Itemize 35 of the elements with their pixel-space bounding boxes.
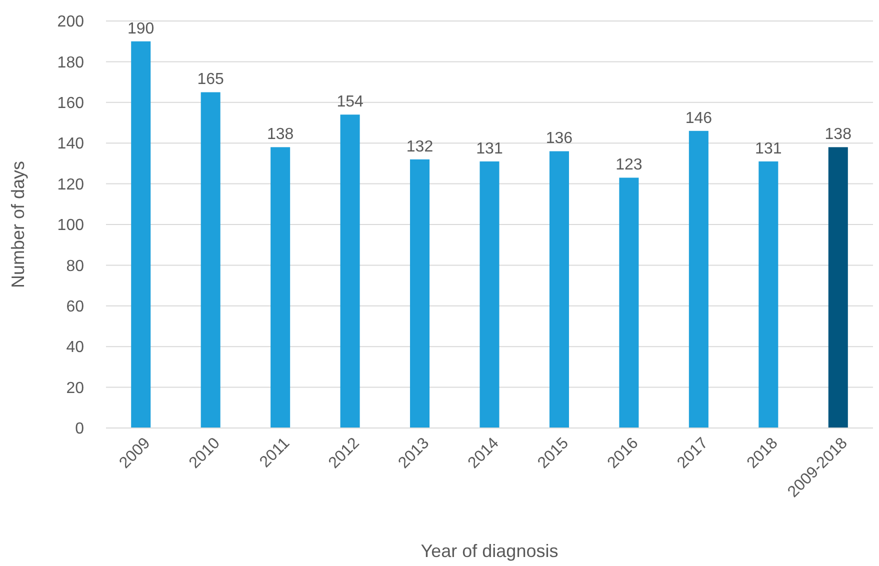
y-tick-label: 120 bbox=[57, 176, 84, 194]
bar bbox=[758, 161, 778, 428]
bar bbox=[340, 114, 360, 428]
y-tick-label: 80 bbox=[66, 258, 84, 275]
bar bbox=[131, 41, 151, 428]
data-label: 123 bbox=[616, 156, 642, 174]
y-tick-label: 0 bbox=[75, 420, 84, 438]
bar bbox=[270, 147, 290, 428]
y-tick-label: 200 bbox=[57, 14, 84, 31]
data-label: 131 bbox=[476, 140, 503, 158]
data-label: 131 bbox=[755, 140, 782, 158]
y-tick-label: 180 bbox=[57, 54, 84, 72]
data-label: 190 bbox=[128, 20, 154, 38]
data-label: 165 bbox=[197, 71, 224, 88]
bar bbox=[480, 161, 500, 428]
y-tick-label: 60 bbox=[66, 298, 84, 316]
bar bbox=[619, 178, 639, 428]
data-label: 132 bbox=[406, 138, 434, 156]
x-axis-title: Year of diagnosis bbox=[420, 541, 558, 561]
bar bbox=[549, 151, 569, 428]
data-label: 136 bbox=[546, 130, 573, 148]
y-tick-label: 40 bbox=[66, 339, 84, 356]
bar bbox=[688, 130, 708, 428]
y-axis-title: Number of days bbox=[8, 160, 28, 288]
data-label: 154 bbox=[336, 94, 364, 111]
y-tick-label: 20 bbox=[66, 380, 84, 397]
bar bbox=[200, 92, 220, 428]
bar bbox=[828, 147, 848, 428]
data-label: 138 bbox=[266, 126, 294, 144]
y-tick-label: 160 bbox=[57, 95, 84, 112]
y-tick-label: 140 bbox=[57, 136, 84, 153]
data-label: 146 bbox=[685, 110, 712, 127]
bar bbox=[410, 159, 430, 428]
data-label: 138 bbox=[824, 126, 852, 144]
y-tick-label: 100 bbox=[57, 217, 84, 234]
